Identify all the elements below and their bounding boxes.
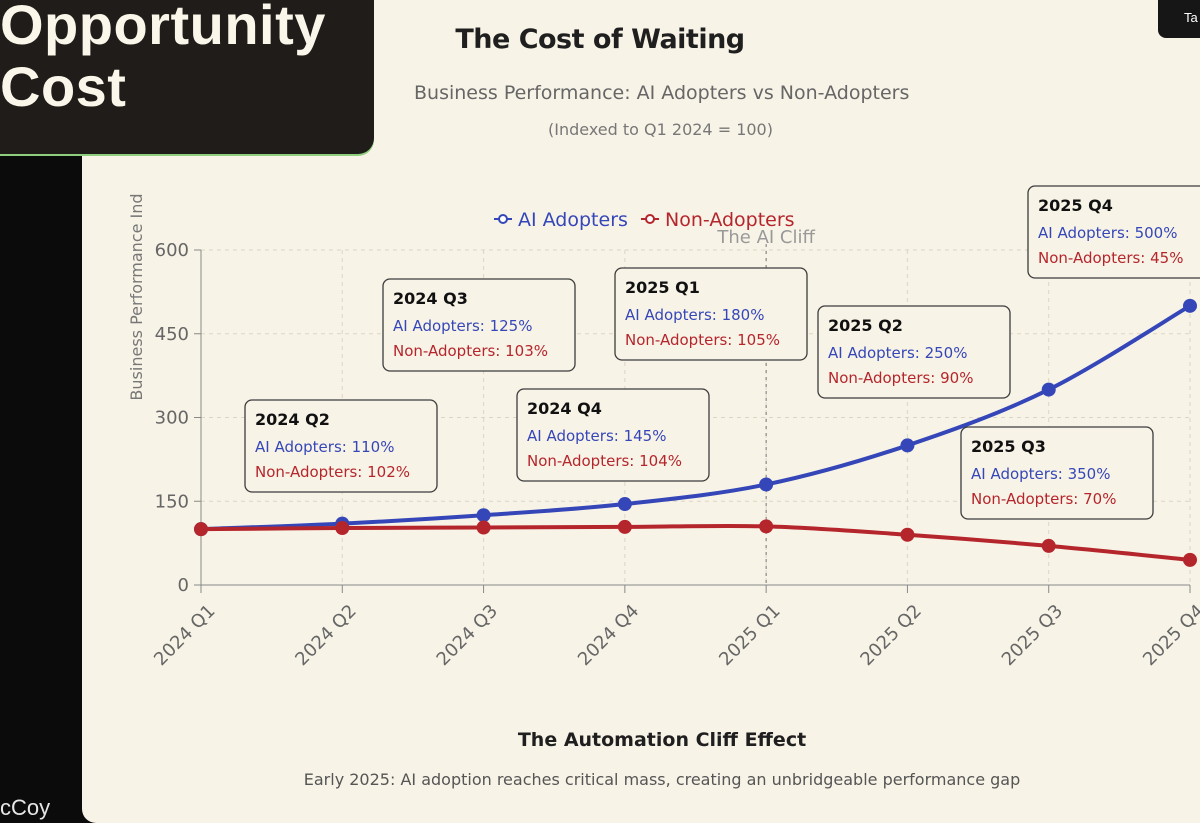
tooltip-box (516, 388, 710, 482)
y-tick-label: 600 (155, 240, 189, 261)
tooltip-box (960, 426, 1154, 520)
tooltip-ai-value: AI Adopters: 250% (828, 344, 967, 362)
tooltip-title: 2025 Q1 (625, 278, 700, 297)
tooltip-ai-value: AI Adopters: 110% (255, 438, 394, 456)
tooltip-non-value: Non-Adopters: 70% (971, 490, 1116, 508)
y-axis-label: Business Performance Ind (127, 193, 146, 400)
x-tick-label: 2024 Q3 (433, 601, 502, 670)
x-tick-label: 2025 Q4 (1139, 601, 1200, 670)
data-point (335, 521, 350, 536)
x-tick-group: 2025 Q4 (1139, 601, 1200, 670)
x-tick-group: 2024 Q1 (150, 601, 219, 670)
tooltip-non-value: Non-Adopters: 103% (393, 342, 548, 360)
tooltip-title: 2025 Q2 (828, 316, 903, 335)
tooltip-non-value: Non-Adopters: 45% (1038, 249, 1183, 267)
y-axis-label-group: Business Performance Ind (127, 193, 146, 400)
x-tick-label: 2025 Q1 (715, 601, 784, 670)
y-tick-label: 450 (155, 324, 189, 345)
footer-title: The Automation Cliff Effect (517, 729, 807, 751)
legend-label: AI Adopters (518, 209, 628, 231)
x-tick-group: 2025 Q2 (856, 601, 925, 670)
data-point (1183, 298, 1197, 313)
data-point (1183, 552, 1197, 567)
data-point (476, 520, 491, 535)
x-tick-label: 2025 Q2 (856, 601, 925, 670)
x-tick-group: 2024 Q2 (291, 601, 360, 670)
section-title: Opportunity Cost (0, 0, 326, 118)
data-point (759, 477, 774, 492)
data-point (617, 497, 632, 512)
x-tick-label: 2024 Q2 (291, 601, 360, 670)
tooltip-ai-value: AI Adopters: 180% (625, 306, 764, 324)
x-tick-group: 2024 Q3 (433, 601, 502, 670)
y-tick-label: 0 (178, 575, 189, 596)
tooltip-ai-value: AI Adopters: 500% (1038, 224, 1177, 242)
x-tick-label: 2024 Q4 (574, 601, 643, 670)
x-tick-group: 2025 Q1 (715, 601, 784, 670)
tooltip-box (244, 399, 438, 493)
data-point (759, 519, 774, 534)
data-point (194, 522, 208, 537)
legend-label: Non-Adopters (665, 209, 795, 231)
section-title-card: Opportunity Cost (0, 0, 374, 154)
tooltip-title: 2024 Q4 (527, 399, 602, 418)
chart-title: The Cost of Waiting (455, 24, 745, 55)
footer-subtitle: Early 2025: AI adoption reaches critical… (303, 770, 1021, 789)
presenter-name: cCoy (0, 795, 51, 820)
data-point (900, 438, 915, 453)
data-point (1041, 538, 1056, 553)
x-tick-group: 2025 Q3 (998, 601, 1067, 670)
chart-note: (Indexed to Q1 2024 = 100) (548, 120, 773, 139)
tooltip-box (817, 305, 1011, 399)
tooltip-ai-value: AI Adopters: 145% (527, 427, 666, 445)
section-title-line2: Cost (0, 55, 127, 118)
tooltip-box (1027, 185, 1200, 279)
y-tick-label: 150 (155, 491, 189, 512)
tooltip-non-value: Non-Adopters: 102% (255, 463, 410, 481)
tooltip-title: 2025 Q3 (971, 437, 1046, 456)
tooltip-callout: 2024 Q2 AI Adopters: 110% Non-Adopters: 10… (244, 399, 438, 493)
data-point (476, 508, 491, 523)
tooltip-callout: 2024 Q3 AI Adopters: 125% Non-Adopters: 10… (382, 278, 576, 372)
tooltip-callout: 2024 Q4 AI Adopters: 145% Non-Adopters: 10… (516, 388, 710, 482)
tooltip-title: 2024 Q2 (255, 410, 330, 429)
tooltip-callout: 2025 Q4 AI Adopters: 500% Non-Adopters: 45… (1027, 185, 1200, 279)
tooltip-title: 2025 Q4 (1038, 196, 1113, 215)
tooltip-ai-value: AI Adopters: 350% (971, 465, 1110, 483)
tooltip-non-value: Non-Adopters: 105% (625, 331, 780, 349)
x-tick-label: 2025 Q3 (998, 601, 1067, 670)
tooltip-box (382, 278, 576, 372)
legend-swatch-marker (498, 214, 508, 224)
tooltip-non-value: Non-Adopters: 90% (828, 369, 973, 387)
x-tick-group: 2024 Q4 (574, 601, 643, 670)
series-line (200, 304, 1192, 532)
chart-subtitle: Business Performance: AI Adopters vs Non… (414, 82, 910, 104)
corner-tab-chip[interactable]: Ta (1158, 0, 1200, 38)
tooltip-callout: 2025 Q3 AI Adopters: 350% Non-Adopters: 70… (960, 426, 1154, 520)
data-point (1041, 382, 1056, 397)
legend-swatch-marker (645, 214, 655, 224)
tooltip-title: 2024 Q3 (393, 289, 468, 308)
data-point (617, 519, 632, 534)
tooltip-box (614, 267, 808, 361)
tooltip-non-value: Non-Adopters: 104% (527, 452, 682, 470)
y-tick-label: 300 (155, 408, 189, 429)
x-tick-label: 2024 Q1 (150, 601, 219, 670)
series-line (200, 523, 1191, 562)
tooltip-callout: 2025 Q1 AI Adopters: 180% Non-Adopters: 10… (614, 267, 808, 361)
tooltip-callout: 2025 Q2 AI Adopters: 250% Non-Adopters: 90… (817, 305, 1011, 399)
tooltip-ai-value: AI Adopters: 125% (393, 317, 532, 335)
cliff-annotation-label: The AI Cliff (716, 227, 815, 248)
data-point (900, 527, 915, 542)
section-title-line1: Opportunity (0, 0, 326, 56)
